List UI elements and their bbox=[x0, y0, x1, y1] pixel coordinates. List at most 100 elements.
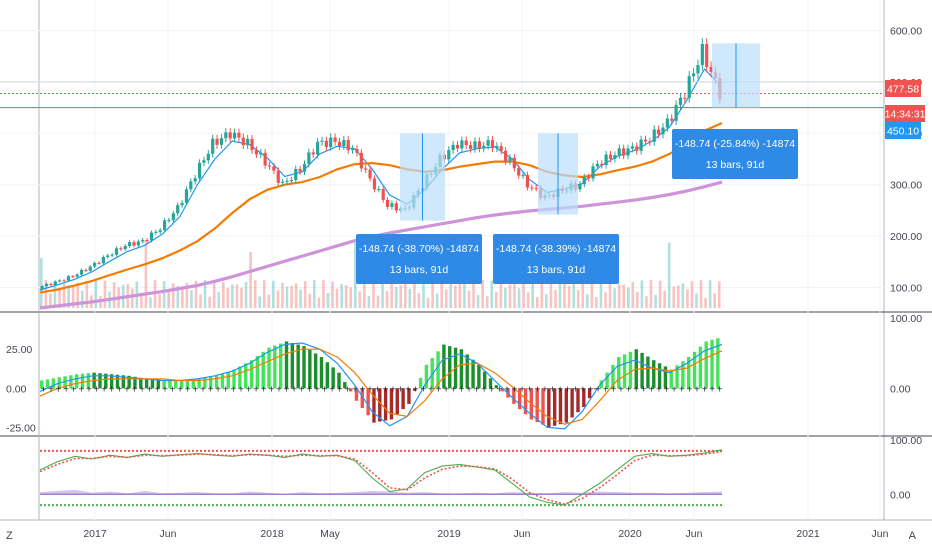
candle-up[interactable] bbox=[700, 43, 704, 66]
candle-down[interactable] bbox=[525, 174, 530, 188]
candle-up[interactable] bbox=[206, 153, 210, 161]
candle-down[interactable] bbox=[499, 146, 503, 151]
candle-up[interactable] bbox=[495, 146, 499, 149]
candle-up[interactable] bbox=[75, 274, 79, 277]
candle-up[interactable] bbox=[661, 127, 665, 135]
candle-up[interactable] bbox=[696, 65, 700, 74]
candle-up[interactable] bbox=[294, 169, 298, 181]
candle-up[interactable] bbox=[460, 140, 464, 149]
candle-down[interactable] bbox=[512, 157, 516, 169]
candle-up[interactable] bbox=[180, 202, 184, 206]
candle-down[interactable] bbox=[298, 169, 302, 172]
candle-up[interactable] bbox=[582, 177, 586, 185]
candle-up[interactable] bbox=[136, 241, 140, 246]
candle-up[interactable] bbox=[302, 163, 307, 172]
auto-scale-button[interactable]: A bbox=[908, 530, 916, 542]
candle-down[interactable] bbox=[359, 152, 363, 169]
candle-down[interactable] bbox=[337, 141, 342, 147]
candle-down[interactable] bbox=[145, 240, 149, 242]
candle-up[interactable] bbox=[652, 129, 656, 142]
measure-label-1[interactable] bbox=[356, 234, 482, 284]
candle-up[interactable] bbox=[44, 283, 49, 287]
candle-down[interactable] bbox=[530, 187, 534, 189]
candle-down[interactable] bbox=[311, 152, 315, 155]
candle-up[interactable] bbox=[342, 140, 346, 147]
candle-up[interactable] bbox=[687, 76, 691, 98]
candle-up[interactable] bbox=[128, 242, 132, 246]
candle-up[interactable] bbox=[508, 157, 512, 162]
candle-down[interactable] bbox=[469, 145, 473, 149]
candle-down[interactable] bbox=[385, 199, 390, 207]
candle-up[interactable] bbox=[224, 132, 228, 139]
measure-label-2[interactable] bbox=[493, 234, 619, 284]
candle-down[interactable] bbox=[683, 97, 687, 99]
candle-down[interactable] bbox=[648, 141, 652, 143]
candle-up[interactable] bbox=[58, 280, 62, 282]
candle-down[interactable] bbox=[587, 177, 591, 179]
candle-up[interactable] bbox=[289, 180, 293, 182]
oscillator-pane[interactable] bbox=[39, 449, 723, 507]
candle-down[interactable] bbox=[364, 168, 368, 170]
candle-down[interactable] bbox=[237, 132, 241, 138]
candle-up[interactable] bbox=[149, 232, 154, 241]
candle-up[interactable] bbox=[320, 140, 324, 142]
candle-up[interactable] bbox=[630, 146, 634, 149]
candle-down[interactable] bbox=[84, 269, 88, 271]
candle-up[interactable] bbox=[281, 181, 285, 183]
candle-up[interactable] bbox=[219, 138, 224, 145]
candle-down[interactable] bbox=[267, 165, 272, 167]
candle-up[interactable] bbox=[154, 231, 158, 233]
candle-down[interactable] bbox=[250, 138, 254, 151]
candle-down[interactable] bbox=[657, 129, 661, 135]
candle-up[interactable] bbox=[626, 148, 630, 156]
candle-up[interactable] bbox=[617, 148, 621, 156]
candle-up[interactable] bbox=[88, 266, 92, 271]
candle-down[interactable] bbox=[241, 137, 245, 146]
macd-pane[interactable]: + + + + + + + + + + + + + + + + + + + + + + + + + + + + + + + + + + + + + + + +… bbox=[39, 338, 723, 430]
candle-down[interactable] bbox=[215, 138, 219, 145]
candle-down[interactable] bbox=[254, 150, 259, 155]
candle-down[interactable] bbox=[490, 140, 495, 149]
candle-up[interactable] bbox=[193, 178, 197, 182]
candle-up[interactable] bbox=[691, 73, 696, 77]
candle-up[interactable] bbox=[110, 254, 114, 256]
candle-down[interactable] bbox=[394, 203, 398, 211]
candle-up[interactable] bbox=[285, 180, 289, 182]
candle-down[interactable] bbox=[346, 140, 350, 151]
candle-up[interactable] bbox=[678, 97, 683, 105]
candle-down[interactable] bbox=[622, 148, 626, 156]
candle-down[interactable] bbox=[477, 141, 481, 149]
candle-up[interactable] bbox=[123, 245, 127, 250]
candle-down[interactable] bbox=[372, 178, 377, 190]
timezone-button[interactable]: Z bbox=[6, 530, 13, 542]
candle-up[interactable] bbox=[521, 174, 525, 176]
candle-up[interactable] bbox=[202, 160, 206, 163]
candle-up[interactable] bbox=[316, 141, 320, 155]
candle-down[interactable] bbox=[97, 262, 101, 264]
candle-down[interactable] bbox=[276, 170, 280, 183]
candle-up[interactable] bbox=[447, 150, 451, 160]
candle-down[interactable] bbox=[503, 150, 508, 162]
candle-down[interactable] bbox=[71, 276, 75, 278]
candle-up[interactable] bbox=[141, 240, 145, 242]
candle-down[interactable] bbox=[62, 280, 66, 282]
candle-up[interactable] bbox=[259, 152, 263, 155]
candle-up[interactable] bbox=[106, 255, 110, 257]
candle-up[interactable] bbox=[377, 189, 381, 191]
candle-up[interactable] bbox=[101, 256, 105, 264]
candle-up[interactable] bbox=[604, 154, 608, 166]
candle-up[interactable] bbox=[591, 166, 595, 179]
candle-down[interactable] bbox=[705, 43, 709, 67]
candle-up[interactable] bbox=[390, 203, 394, 207]
candle-up[interactable] bbox=[93, 262, 97, 267]
candle-up[interactable] bbox=[211, 138, 215, 154]
candle-down[interactable] bbox=[381, 189, 385, 200]
candle-up[interactable] bbox=[473, 141, 477, 149]
candle-down[interactable] bbox=[608, 154, 613, 159]
candle-up[interactable] bbox=[595, 163, 600, 167]
candle-down[interactable] bbox=[600, 163, 604, 166]
candle-down[interactable] bbox=[517, 168, 521, 176]
candle-up[interactable] bbox=[232, 132, 237, 139]
candle-up[interactable] bbox=[114, 248, 119, 255]
measure-annotations-layer[interactable]: -148.74 (-38.70%) -14874 13 bars, 91d -148… bbox=[356, 43, 798, 284]
